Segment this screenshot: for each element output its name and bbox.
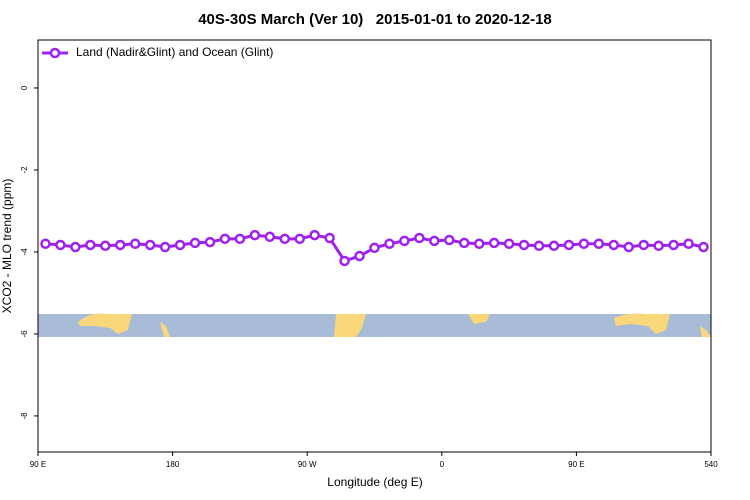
- data-point: [623, 241, 634, 253]
- data-point: [339, 255, 350, 267]
- data-point: [533, 240, 545, 252]
- data-point: [399, 235, 410, 247]
- data-point: [698, 241, 709, 253]
- data-point: [653, 240, 664, 252]
- x-tick-label: 90 E: [30, 460, 46, 469]
- data-point: [264, 231, 276, 243]
- data-point: [279, 233, 291, 245]
- plot-frame: [37, 39, 712, 453]
- data-point: [488, 237, 500, 249]
- data-point: [174, 239, 186, 251]
- data-point: [668, 239, 679, 251]
- data-point: [563, 239, 575, 251]
- map-strip: [38, 313, 711, 337]
- data-point: [249, 229, 261, 241]
- data-point: [100, 240, 111, 252]
- data-point: [234, 233, 246, 245]
- x-tick-label: 0: [440, 460, 445, 469]
- x-tick-label: 90 W: [298, 460, 317, 469]
- data-point: [55, 239, 66, 251]
- data-point: [503, 238, 515, 249]
- chart-title: 40S-30S March (Ver 10) 2015-01-01 to 202…: [198, 11, 552, 28]
- data-point: [384, 238, 395, 249]
- data-point: [429, 235, 440, 247]
- data-point: [444, 234, 455, 246]
- y-axis-label: XCO2 - MLO trend (ppm): [0, 179, 14, 314]
- data-point: [40, 238, 51, 249]
- data-point: [593, 238, 605, 249]
- y-tick-label: -6: [20, 330, 29, 338]
- x-tick-label: 90 E: [568, 460, 584, 469]
- x-tick-label: 540: [704, 460, 718, 469]
- data-point: [369, 242, 380, 254]
- data-point: [115, 239, 126, 251]
- data-point: [204, 236, 216, 248]
- y-tick-label: -2: [20, 166, 29, 174]
- y-tick-label: -8: [20, 412, 29, 420]
- data-point: [159, 241, 171, 253]
- data-point: [85, 239, 96, 251]
- data-point: [683, 238, 694, 249]
- data-point: [129, 238, 141, 249]
- data-point: [144, 239, 156, 251]
- data-point: [608, 239, 620, 251]
- data-point: [294, 233, 305, 245]
- data-point: [309, 229, 320, 241]
- data-point: [518, 239, 530, 251]
- data-point: [189, 237, 201, 249]
- legend-marker: [49, 47, 61, 59]
- data-point: [70, 241, 81, 253]
- y-tick-label: -4: [20, 248, 29, 256]
- x-axis-label: Longitude (deg E): [327, 475, 422, 489]
- data-point: [473, 238, 485, 249]
- data-point: [578, 238, 590, 249]
- data-point: [638, 239, 649, 251]
- data-point: [219, 233, 231, 245]
- data-point: [324, 232, 335, 244]
- data-point: [548, 240, 560, 252]
- data-point: [354, 250, 365, 262]
- data-point: [458, 237, 470, 249]
- legend-label: Land (Nadir&Glint) and Ocean (Glint): [76, 45, 273, 59]
- data-point: [414, 232, 425, 244]
- x-tick-label: 180: [166, 460, 180, 469]
- y-tick-label: 0: [20, 85, 29, 90]
